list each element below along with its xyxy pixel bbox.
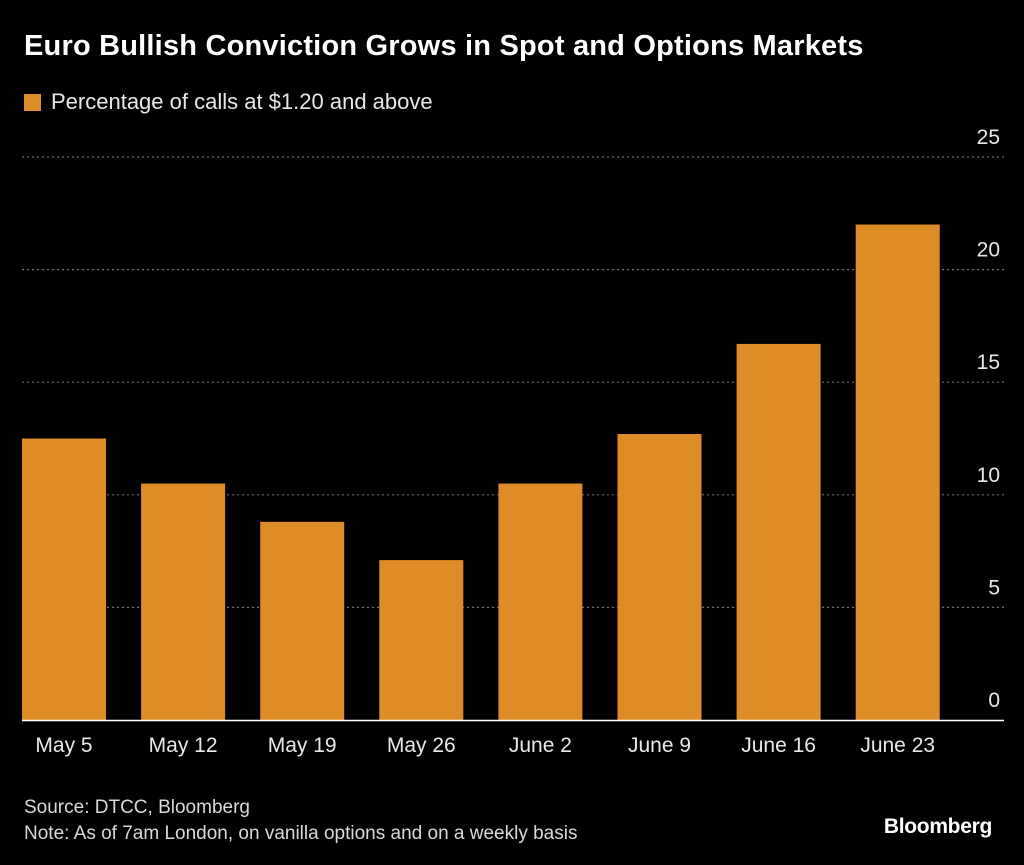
x-tick-label: May 26: [387, 734, 456, 757]
x-tick-label: May 12: [149, 734, 218, 757]
methodology-note: Note: As of 7am London, on vanilla optio…: [24, 823, 578, 844]
x-axis-ticks: May 5 May 12 May 19 May 26 June 2 June 9 June …: [35, 734, 935, 757]
y-tick-label: 0: [988, 689, 1000, 712]
x-tick-label: June 9: [628, 734, 691, 757]
legend: Percentage of calls at $1.20 and above: [24, 89, 433, 115]
x-tick-label: May 5: [35, 734, 92, 757]
source-note: Source: DTCC, Bloomberg: [24, 797, 250, 818]
bars: [22, 224, 940, 720]
legend-swatch: [24, 93, 41, 111]
y-tick-label: 20: [977, 239, 1000, 262]
bar: [141, 483, 226, 720]
bar: [855, 224, 940, 720]
bar: [617, 433, 702, 720]
y-tick-label: 15: [977, 351, 1000, 374]
y-axis-ticks: 0 5 10 15 20 25: [977, 126, 1000, 712]
bar: [379, 560, 464, 720]
bar: [260, 521, 345, 720]
y-tick-label: 25: [977, 126, 1000, 149]
y-tick-label: 5: [988, 576, 1000, 599]
legend-label: Percentage of calls at $1.20 and above: [51, 89, 433, 114]
chart-title: Euro Bullish Conviction Grows in Spot an…: [24, 30, 864, 62]
bar: [22, 438, 106, 720]
bar: [736, 343, 821, 720]
bar: [498, 483, 583, 720]
x-tick-label: June 23: [860, 734, 935, 757]
footer: Source: DTCC, Bloomberg Note: As of 7am …: [24, 795, 577, 847]
x-tick-label: June 2: [509, 734, 572, 757]
x-tick-label: May 19: [268, 734, 337, 757]
bloomberg-logo: Bloomberg: [883, 815, 992, 838]
y-tick-label: 10: [977, 464, 1000, 487]
x-tick-label: June 16: [741, 734, 816, 757]
